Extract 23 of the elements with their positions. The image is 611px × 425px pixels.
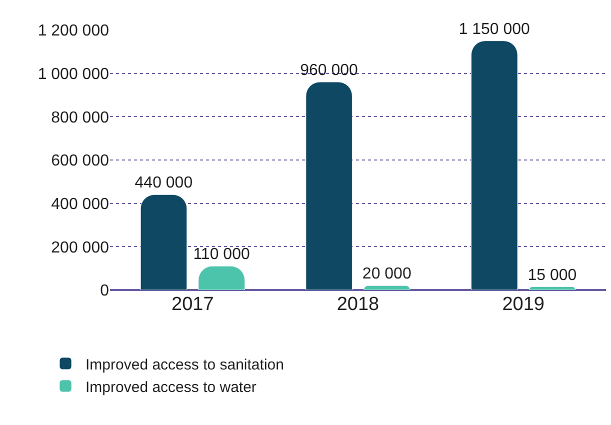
data-label: 15 000: [528, 266, 577, 284]
x-tick-label: 2017: [172, 294, 214, 315]
bar: [306, 82, 352, 290]
y-tick-label: 0: [100, 282, 110, 300]
y-tick-label: 200 000: [51, 239, 110, 256]
bar: [528, 286, 576, 290]
x-tick-label: 2019: [502, 294, 544, 315]
data-label: 440 000: [134, 174, 193, 192]
bar: [364, 285, 410, 290]
y-tick-label: 400 000: [51, 196, 110, 213]
x-tick-label: 2018: [336, 294, 380, 315]
y-tick-label: 600 000: [51, 152, 110, 170]
data-label: 1 150 000: [458, 20, 530, 38]
y-tick-label: 800 000: [51, 109, 110, 126]
y-tick-label: 1 000 000: [38, 66, 110, 83]
legend-label: Improved access to water: [86, 378, 256, 396]
y-tick-label: 1 200 000: [38, 22, 110, 40]
bar: [471, 40, 518, 290]
data-label: 20 000: [362, 266, 412, 283]
data-label: 960 000: [300, 62, 358, 79]
bar: [140, 194, 188, 290]
data-label: 110 000: [193, 246, 250, 264]
legend-label: Improved access to sanitation: [86, 356, 284, 374]
